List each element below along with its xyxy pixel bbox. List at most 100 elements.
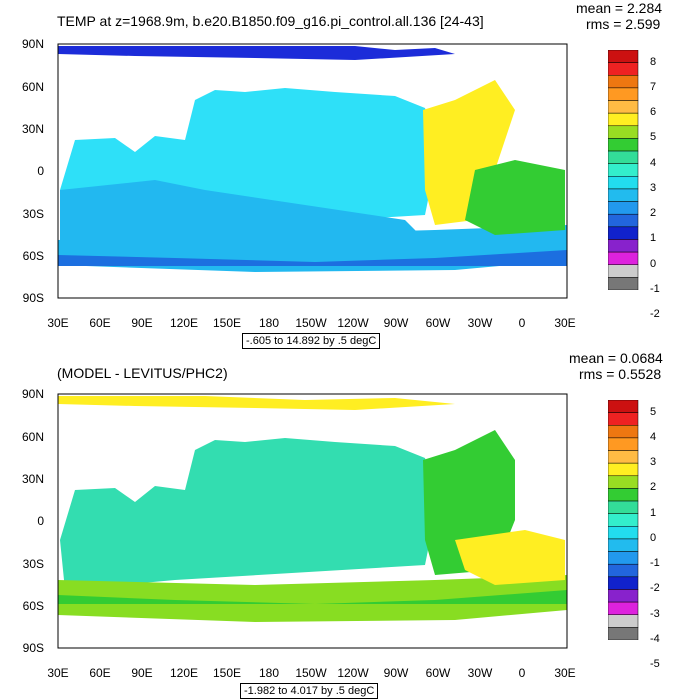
panel-title: TEMP at z=1968.9m, b.e20.B1850.f09_g16.p… bbox=[57, 13, 484, 29]
colorbar-swatch bbox=[608, 213, 639, 228]
range-box: -1.982 to 4.017 by .5 degC bbox=[240, 683, 379, 699]
colorbar-swatch bbox=[608, 188, 639, 202]
lon-label: 180 bbox=[258, 666, 280, 680]
colorbar-swatch bbox=[608, 475, 639, 489]
lat-label: 60S bbox=[22, 599, 44, 613]
colorbar-swatch bbox=[608, 538, 639, 552]
lat-label: 30N bbox=[21, 122, 44, 136]
colorbar-swatch bbox=[608, 75, 639, 89]
lon-label: 90E bbox=[131, 666, 153, 680]
mean-stat: mean = 0.0684 bbox=[569, 350, 663, 366]
colorbar-label: 0 bbox=[650, 531, 657, 544]
colorbar-label: 2 bbox=[650, 481, 657, 494]
mean-stat: mean = 2.284 bbox=[576, 0, 663, 16]
lat-label: 90S bbox=[22, 291, 44, 305]
colorbar-label: -2 bbox=[650, 582, 660, 595]
lon-label: 90W bbox=[383, 666, 409, 680]
lon-label: 120W bbox=[337, 316, 369, 330]
colorbar-label: 6 bbox=[650, 106, 657, 119]
colorbar bbox=[608, 400, 639, 640]
southern-ocean-band bbox=[58, 590, 567, 604]
colorbar-label: 4 bbox=[650, 156, 657, 169]
lon-label: 150W bbox=[295, 316, 327, 330]
colorbar-swatch bbox=[608, 526, 639, 540]
lat-label: 0 bbox=[37, 164, 44, 178]
colorbar-label: -5 bbox=[650, 658, 660, 671]
colorbar-swatch bbox=[608, 226, 639, 240]
colorbar-swatch bbox=[608, 138, 639, 152]
lon-label: 120E bbox=[169, 316, 199, 330]
colorbar-label: -3 bbox=[650, 607, 660, 620]
colorbar-label: 7 bbox=[650, 80, 657, 93]
lat-label: 60N bbox=[21, 430, 44, 444]
range-box: -.605 to 14.892 by .5 degC bbox=[242, 333, 381, 349]
panel-model-temp: TEMP at z=1968.9m, b.e20.B1850.f09_g16.p… bbox=[21, 0, 663, 349]
atlantic-south bbox=[465, 160, 565, 235]
lon-label: 30W bbox=[467, 666, 493, 680]
colorbar-label: 8 bbox=[650, 55, 657, 68]
colorbar-swatch bbox=[608, 614, 639, 628]
lon-label: 30E bbox=[554, 316, 576, 330]
lat-label: 90S bbox=[22, 641, 44, 655]
southern-ocean bbox=[58, 575, 567, 622]
colorbar-label: 4 bbox=[650, 430, 657, 443]
colorbar-swatch bbox=[608, 450, 639, 464]
lon-label: 0 bbox=[518, 316, 526, 330]
lon-label: 30W bbox=[467, 316, 493, 330]
arctic-region bbox=[58, 396, 455, 410]
colorbar-swatch bbox=[608, 62, 639, 76]
lon-label: 120W bbox=[337, 666, 369, 680]
lat-label: 90N bbox=[21, 37, 44, 51]
colorbar-label: 1 bbox=[650, 232, 657, 245]
colorbar-swatch bbox=[608, 462, 639, 477]
southern-ocean-deep bbox=[58, 250, 567, 266]
colorbar-label: -4 bbox=[650, 633, 660, 645]
colorbar-swatch bbox=[608, 425, 639, 439]
colorbar-swatch bbox=[608, 163, 639, 177]
colorbar-swatch bbox=[608, 563, 639, 578]
atlantic-south bbox=[455, 530, 565, 585]
colorbar-swatch bbox=[608, 239, 639, 253]
lon-label: 30E bbox=[554, 666, 576, 680]
colorbar-swatch bbox=[608, 488, 639, 502]
colorbar-swatch bbox=[608, 125, 639, 139]
lon-label: 90W bbox=[383, 316, 409, 330]
colorbar-label: 3 bbox=[650, 456, 657, 469]
lon-label: 60W bbox=[425, 316, 451, 330]
lat-label: 90N bbox=[21, 387, 44, 401]
colorbar-swatch bbox=[608, 412, 639, 426]
lat-label: 0 bbox=[37, 514, 44, 528]
colorbar-swatch bbox=[608, 601, 639, 615]
colorbar-swatch bbox=[608, 176, 639, 190]
colorbar-swatch bbox=[608, 576, 639, 590]
lon-label: 60E bbox=[89, 316, 111, 330]
arctic-region bbox=[58, 46, 455, 60]
colorbar-label: 2 bbox=[650, 207, 657, 220]
colorbar-swatch bbox=[608, 100, 639, 114]
lat-label: 60S bbox=[22, 249, 44, 263]
lon-label: 0 bbox=[518, 666, 526, 680]
colorbar-swatch bbox=[608, 513, 639, 527]
lon-label: 150E bbox=[212, 316, 242, 330]
colorbar-label: 5 bbox=[650, 131, 657, 144]
panel-model-minus-obs: (MODEL - LEVITUS/PHC2) mean = 0.0684 rms… bbox=[0, 350, 700, 700]
colorbar-label: -2 bbox=[650, 308, 660, 321]
map-plot bbox=[55, 40, 568, 299]
lon-label: 90E bbox=[131, 316, 153, 330]
colorbar-swatch bbox=[608, 112, 639, 127]
colorbar-swatch bbox=[608, 251, 639, 265]
rms-stat: rms = 2.599 bbox=[586, 16, 661, 32]
lon-label: 30E bbox=[47, 316, 69, 330]
colorbar-label: 1 bbox=[650, 506, 657, 519]
pacific-subregion bbox=[60, 180, 425, 250]
colorbar-swatch bbox=[608, 437, 639, 451]
plot-frame bbox=[57, 393, 568, 649]
lon-label: 60W bbox=[425, 666, 451, 680]
plot-frame bbox=[57, 43, 568, 299]
colorbar-swatch bbox=[608, 500, 639, 514]
colorbar-swatch bbox=[608, 400, 639, 413]
panel-title: (MODEL - LEVITUS/PHC2) bbox=[57, 365, 228, 381]
colorbar-swatch bbox=[608, 589, 639, 603]
lon-label: 120E bbox=[169, 666, 199, 680]
colorbar-swatch bbox=[608, 87, 639, 101]
